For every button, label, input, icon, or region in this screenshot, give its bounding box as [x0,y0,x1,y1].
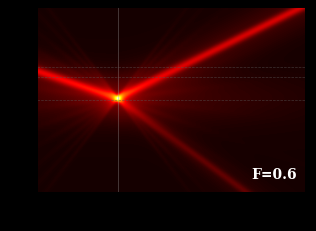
Text: F=0.6: F=0.6 [251,167,297,182]
Y-axis label: ξ: ξ [2,86,9,100]
X-axis label: ζ: ζ [167,213,175,227]
